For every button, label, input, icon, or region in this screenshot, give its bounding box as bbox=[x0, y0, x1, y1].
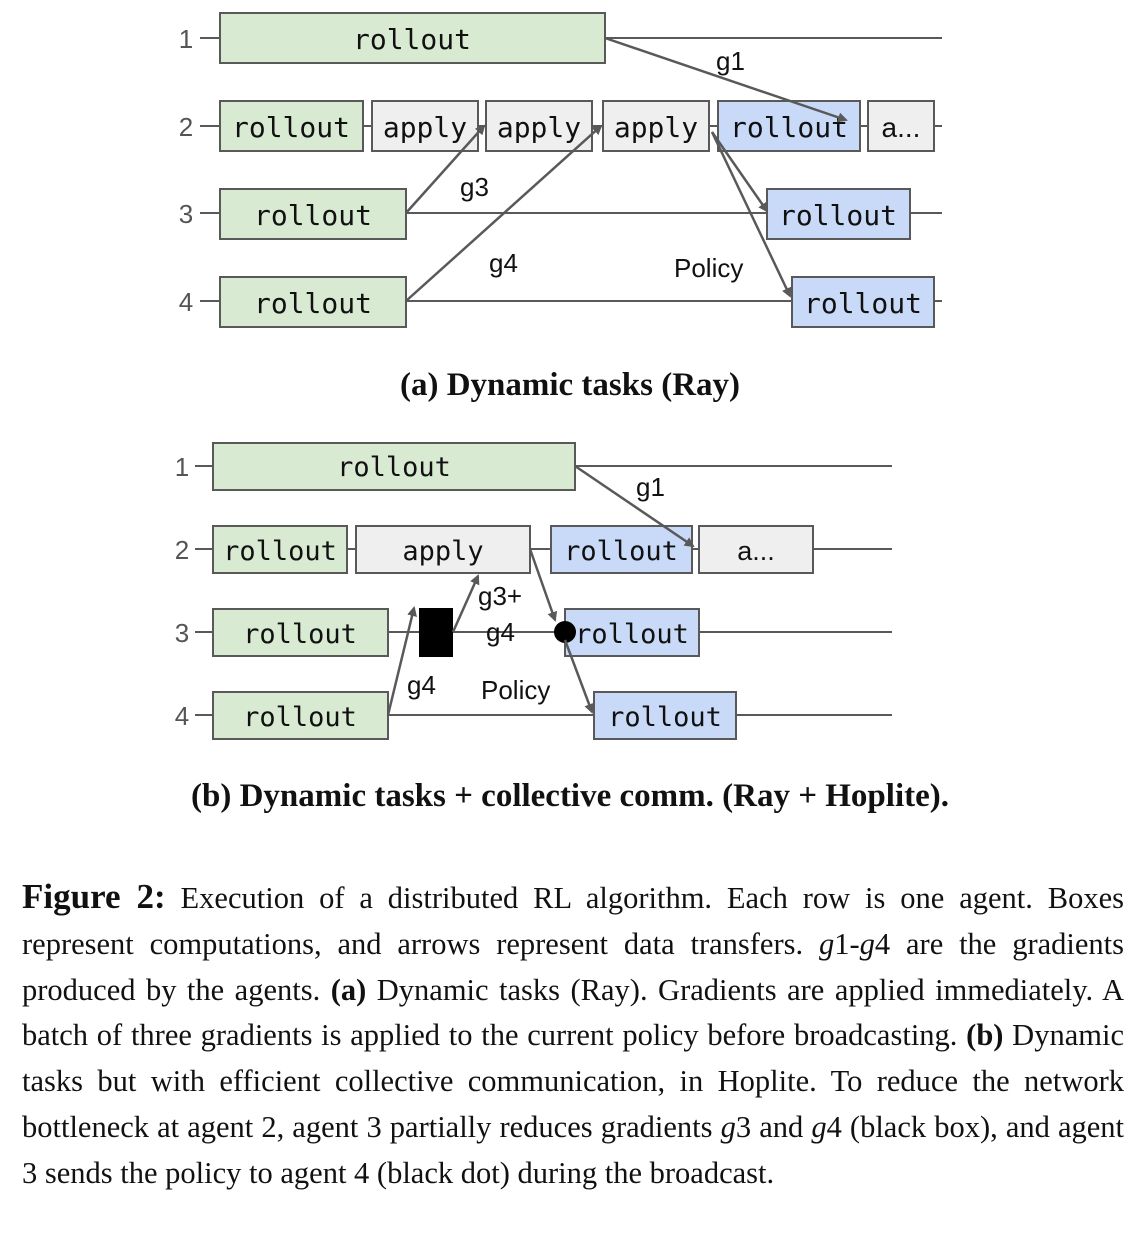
label-b-r2-rollout2: rollout bbox=[564, 536, 678, 567]
figure-caption: Figure 2: Execution of a distributed RL … bbox=[22, 877, 1125, 1190]
row-label-2: 2 bbox=[179, 112, 193, 142]
box-a-r2-apply1 bbox=[371, 100, 479, 152]
arrow-b-g3g4 bbox=[451, 574, 480, 633]
label-b-r3-rollout: rollout bbox=[243, 619, 357, 650]
label-b-policy: Policy bbox=[481, 675, 550, 705]
box-b-r2-apply bbox=[355, 525, 531, 574]
arrow-b-policy-3 bbox=[528, 548, 558, 622]
row-label-b-2: 2 bbox=[175, 535, 189, 565]
box-a-r2-apply3 bbox=[602, 100, 710, 152]
label-a-r4-rollout2: rollout bbox=[804, 287, 922, 320]
arrow-a-g3 bbox=[405, 124, 486, 214]
box-a-r2-apply2 bbox=[485, 100, 593, 152]
diagrams: 1 2 3 4 rollout rollout apply apply appl… bbox=[175, 12, 949, 814]
label-a-r2-apply1: apply bbox=[383, 111, 467, 144]
label-b-r4-rollout2: rollout bbox=[608, 702, 722, 733]
label-a-r2-rollout2: rollout bbox=[730, 111, 848, 144]
arrow-b-g1 bbox=[574, 464, 695, 548]
row-label-3: 3 bbox=[179, 199, 193, 229]
label-a-r2-more: a... bbox=[882, 112, 921, 143]
diagram-a: 1 2 3 4 rollout rollout apply apply appl… bbox=[179, 12, 942, 403]
reduce-black-box bbox=[419, 608, 453, 657]
label-a-policy: Policy bbox=[674, 253, 743, 283]
arrow-a-policy-3 bbox=[710, 131, 769, 213]
label-a-r3-rollout2: rollout bbox=[779, 199, 897, 232]
label-a-r1-rollout: rollout bbox=[353, 23, 471, 56]
broadcast-black-dot bbox=[554, 621, 576, 643]
box-a-r3-rollout bbox=[219, 188, 407, 240]
label-b-g4: g4 bbox=[407, 670, 436, 700]
label-a-r2-rollout: rollout bbox=[232, 111, 350, 144]
label-a-r2-apply3: apply bbox=[614, 111, 698, 144]
row-label-4: 4 bbox=[179, 287, 193, 317]
label-b-r2-rollout: rollout bbox=[223, 536, 337, 567]
box-a-r2-rollout bbox=[219, 100, 364, 152]
row-label-b-1: 1 bbox=[175, 452, 189, 482]
box-b-r4-rollout2 bbox=[593, 691, 737, 740]
box-b-r3-rollout bbox=[212, 608, 389, 657]
box-b-r2-rollout2 bbox=[550, 525, 693, 574]
label-b-g3g4-line2: g4 bbox=[486, 617, 515, 647]
row-label-b-4: 4 bbox=[175, 701, 189, 731]
arrow-b-policy-4 bbox=[563, 639, 594, 714]
label-a-g4: g4 bbox=[489, 248, 518, 278]
arrow-a-policy-4 bbox=[710, 131, 792, 298]
diagram-b: 1 2 3 4 rollout rollout apply rollout a.… bbox=[175, 442, 949, 814]
label-b-r4-rollout: rollout bbox=[243, 702, 357, 733]
box-b-r3-rollout2 bbox=[564, 608, 700, 657]
label-b-g3g4-line1: g3+ bbox=[478, 581, 522, 611]
box-a-r2-more bbox=[867, 100, 935, 152]
label-a-r3-rollout: rollout bbox=[254, 199, 372, 232]
box-a-r2-rollout2 bbox=[717, 100, 861, 152]
box-a-r4-rollout2 bbox=[791, 276, 935, 328]
arrow-a-g1 bbox=[604, 36, 848, 123]
row-label-b-3: 3 bbox=[175, 618, 189, 648]
label-b-r2-more: a... bbox=[737, 536, 775, 566]
label-b-r1-rollout: rollout bbox=[337, 452, 451, 483]
row-label-1: 1 bbox=[179, 24, 193, 54]
arrow-b-g4 bbox=[386, 606, 417, 716]
box-b-r1-rollout bbox=[212, 442, 576, 491]
label-a-g3: g3 bbox=[460, 172, 489, 202]
box-a-r3-rollout2 bbox=[766, 188, 911, 240]
box-a-r1-rollout bbox=[219, 12, 606, 64]
label-a-r4-rollout: rollout bbox=[254, 287, 372, 320]
figure-label: Figure 2: bbox=[22, 877, 166, 916]
label-b-g1: g1 bbox=[636, 472, 665, 502]
label-a-r2-apply2: apply bbox=[497, 111, 581, 144]
label-b-r3-rollout2: rollout bbox=[575, 619, 689, 650]
label-b-r2-apply: apply bbox=[402, 536, 483, 567]
timelines-a bbox=[200, 37, 942, 302]
box-b-r2-more bbox=[698, 525, 814, 574]
label-a-g1: g1 bbox=[716, 46, 745, 76]
caption-b: (b) Dynamic tasks + collective comm. (Ra… bbox=[191, 778, 949, 814]
arrow-a-g4 bbox=[405, 124, 603, 302]
box-b-r4-rollout bbox=[212, 691, 389, 740]
caption-a: (a) Dynamic tasks (Ray) bbox=[400, 367, 740, 403]
box-b-r2-rollout bbox=[212, 525, 348, 574]
box-a-r4-rollout bbox=[219, 276, 407, 328]
